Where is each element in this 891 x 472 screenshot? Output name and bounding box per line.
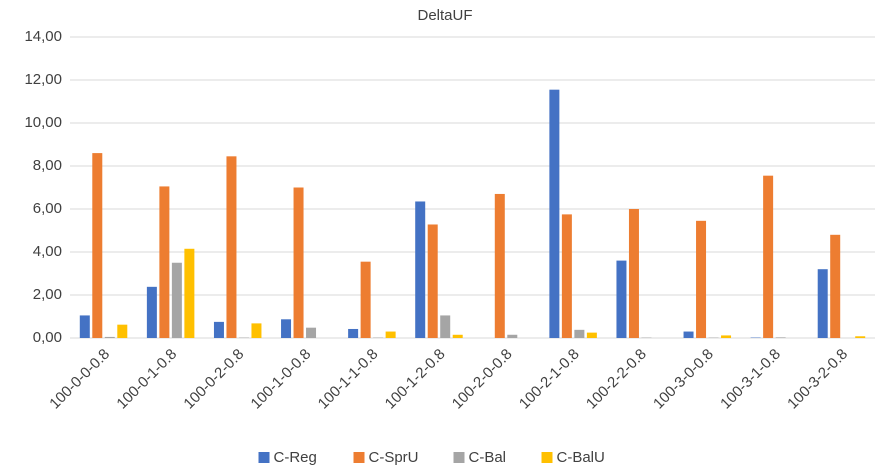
- bar: [721, 335, 732, 338]
- x-tick-label: 100-0-0-0.8: [46, 346, 113, 413]
- bar: [830, 234, 841, 338]
- bar: [251, 323, 262, 338]
- legend-swatch: [541, 452, 553, 463]
- chart-title: DeltaUF: [417, 7, 472, 24]
- bar: [306, 327, 317, 338]
- bar: [683, 331, 694, 338]
- bar: [628, 209, 639, 338]
- bar: [146, 286, 157, 338]
- bar: [817, 269, 828, 338]
- legend-label: C-SprU: [369, 449, 419, 466]
- bar: [440, 315, 451, 338]
- legend-label: C-Bal: [469, 449, 507, 466]
- x-tick-label: 100-1-2-0.8: [382, 346, 449, 413]
- bar: [494, 193, 505, 338]
- bar: [226, 156, 237, 338]
- bar: [763, 175, 774, 338]
- y-tick-label: 12,00: [24, 71, 62, 88]
- y-tick-label: 14,00: [24, 28, 62, 45]
- x-tick-label: 100-0-1-0.8: [113, 346, 180, 413]
- y-tick-label: 0,00: [33, 329, 62, 346]
- x-tick-label: 100-2-0-0.8: [449, 346, 516, 413]
- bar: [586, 332, 597, 338]
- x-tick-label: 100-3-2-0.8: [784, 346, 851, 413]
- x-tick-label: 100-0-2-0.8: [180, 346, 247, 413]
- y-tick-label: 10,00: [24, 114, 62, 131]
- bar: [159, 186, 170, 338]
- bar: [855, 336, 866, 338]
- bar: [213, 321, 224, 338]
- y-tick-label: 8,00: [33, 157, 62, 174]
- legend-swatch: [258, 452, 270, 463]
- bar: [293, 187, 304, 338]
- bar: [117, 324, 128, 338]
- y-tick-label: 2,00: [33, 286, 62, 303]
- bar: [775, 337, 786, 338]
- bar: [549, 89, 560, 338]
- bar: [184, 248, 195, 338]
- bar: [561, 214, 572, 338]
- bar: [281, 319, 292, 338]
- x-tick-label: 100-3-1-0.8: [717, 346, 784, 413]
- bar: [171, 262, 182, 338]
- bar: [696, 220, 707, 338]
- legend-label: C-BalU: [557, 449, 605, 466]
- x-tick-label: 100-1-1-0.8: [315, 346, 382, 413]
- bar: [385, 331, 396, 338]
- bar: [79, 315, 90, 338]
- x-tick-label: 100-2-2-0.8: [583, 346, 650, 413]
- legend-label: C-Reg: [274, 449, 317, 466]
- y-tick-label: 4,00: [33, 243, 62, 260]
- bar: [415, 201, 426, 338]
- legend-swatch: [353, 452, 365, 463]
- bar: [507, 334, 518, 338]
- x-tick-label: 100-3-0-0.8: [650, 346, 717, 413]
- bar: [574, 329, 585, 338]
- bar: [348, 328, 359, 338]
- y-tick-label: 6,00: [33, 200, 62, 217]
- bar: [360, 261, 371, 338]
- bar: [452, 334, 463, 338]
- legend-swatch: [453, 452, 465, 463]
- x-tick-label: 100-2-1-0.8: [516, 346, 583, 413]
- bar: [616, 260, 627, 338]
- bar: [92, 153, 103, 338]
- x-tick-label: 100-1-0-0.8: [248, 346, 315, 413]
- bar: [427, 224, 438, 338]
- bar: [104, 336, 115, 338]
